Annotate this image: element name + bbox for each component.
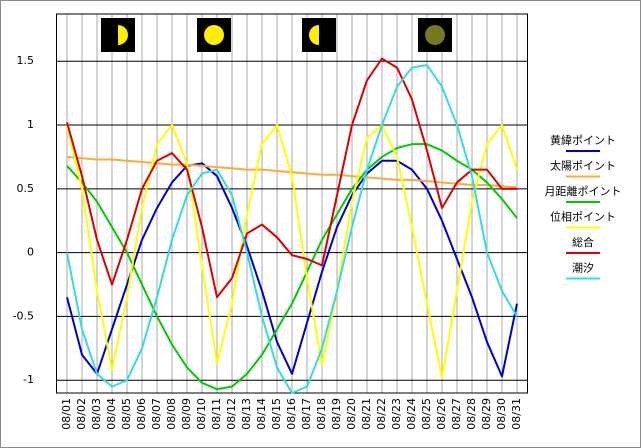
moon-icon	[309, 25, 319, 45]
x-tick-label: 08/13	[240, 398, 253, 430]
x-tick-label: 08/25	[420, 398, 433, 430]
x-tick-label: 08/08	[165, 398, 178, 430]
y-tick-label: 0	[27, 246, 34, 259]
x-tick-label: 08/15	[270, 398, 283, 430]
x-tick-label: 08/26	[435, 398, 448, 430]
series-line	[66, 159, 518, 378]
legend-label: 太陽ポイント	[550, 160, 616, 173]
y-tick-label: -0.5	[13, 309, 34, 322]
x-tick-label: 08/06	[135, 398, 148, 430]
moon-icon	[204, 25, 224, 45]
y-tick-label: 0.5	[17, 182, 35, 195]
legend-label: 位相ポイント	[550, 210, 616, 224]
series-line	[66, 155, 518, 189]
x-tick-label: 08/30	[495, 398, 508, 430]
x-tick-label: 08/14	[255, 398, 268, 430]
x-tick-label: 08/23	[390, 398, 403, 430]
legend-label: 黄緯ポイント	[550, 133, 616, 147]
x-tick-label: 08/12	[225, 398, 238, 430]
x-tick-label: 08/16	[285, 398, 298, 430]
series-line	[66, 57, 517, 299]
moon-icon	[425, 25, 445, 45]
x-tick-label: 08/19	[330, 398, 343, 430]
x-tick-label: 08/05	[120, 398, 133, 430]
x-tick-label: 08/01	[60, 398, 73, 430]
x-tick-label: 08/03	[90, 398, 103, 430]
x-tick-label: 08/29	[480, 398, 493, 430]
x-tick-label: 08/18	[315, 398, 328, 430]
x-tick-label: 08/10	[195, 398, 208, 430]
x-tick-label: 08/28	[465, 398, 478, 430]
x-tick-label: 08/27	[450, 398, 463, 430]
x-tick-label: 08/07	[150, 398, 163, 430]
y-tick-label: -1	[23, 373, 34, 386]
x-tick-label: 08/21	[360, 398, 373, 430]
moon-icon	[118, 25, 128, 45]
series-line	[66, 64, 518, 394]
x-tick-label: 08/11	[210, 398, 223, 430]
y-tick-label: 1	[27, 118, 34, 131]
moon-icons	[101, 18, 452, 52]
x-tick-label: 08/04	[105, 398, 118, 430]
x-tick-label: 08/31	[510, 398, 523, 430]
series-line	[66, 143, 518, 391]
x-tick-label: 08/24	[405, 398, 418, 430]
legend-label: 月距離ポイント	[545, 184, 622, 198]
series-line	[66, 124, 518, 379]
x-tick-label: 08/02	[75, 398, 88, 430]
legend-label: 潮汐	[572, 261, 594, 275]
legend-label: 総合	[572, 235, 594, 249]
y-tick-label: 1.5	[17, 54, 35, 67]
x-tick-label: 08/17	[300, 398, 313, 430]
x-tick-label: 08/20	[345, 398, 358, 430]
x-tick-label: 08/09	[180, 398, 193, 430]
x-tick-label: 08/22	[375, 398, 388, 430]
